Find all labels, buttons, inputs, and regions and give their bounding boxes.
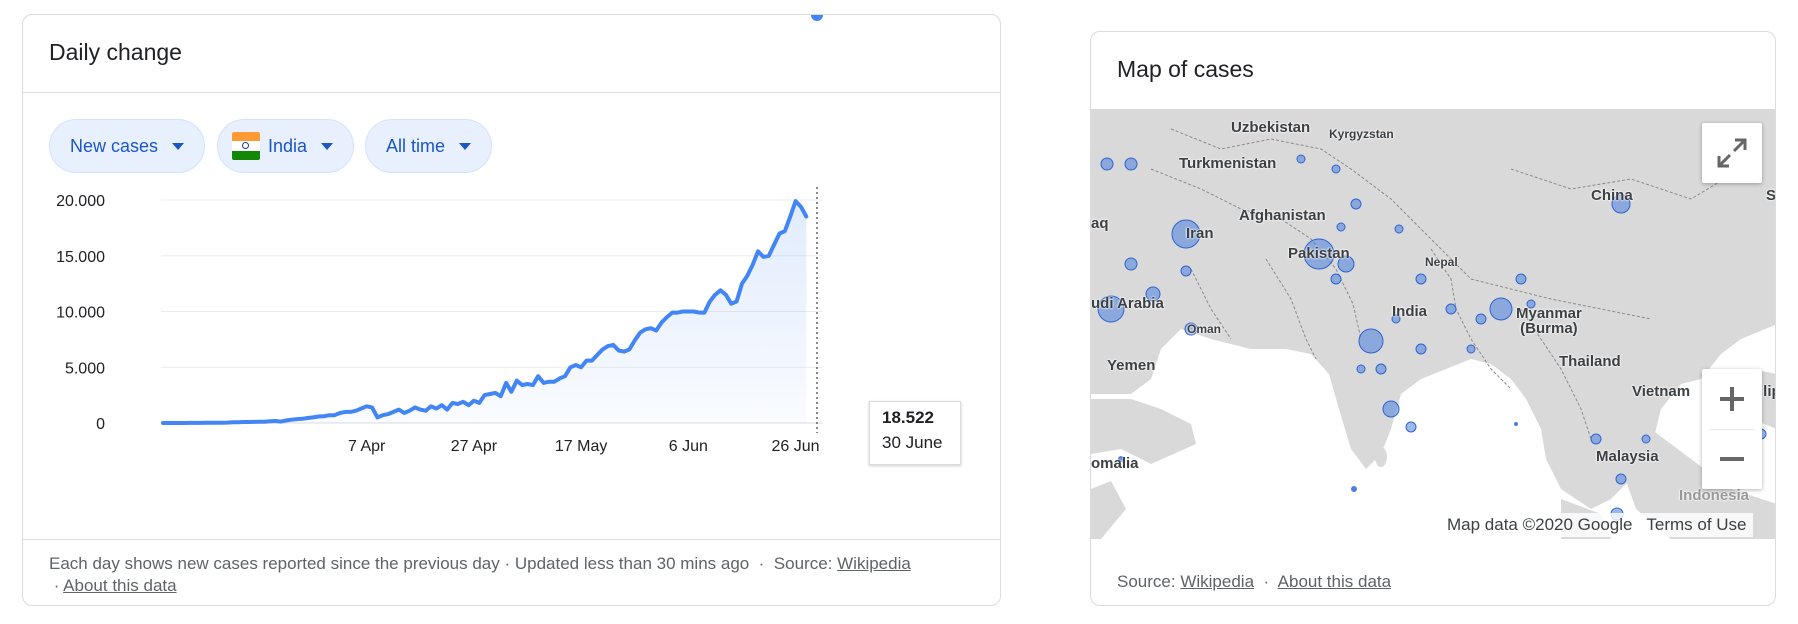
map-label-oman: Oman (1187, 322, 1222, 336)
x-tick-label: 17 May (555, 438, 607, 455)
metric-dropdown[interactable]: New cases (49, 119, 206, 173)
map-label-malaysia: Malaysia (1596, 448, 1659, 465)
country-dropdown[interactable]: India (217, 119, 355, 173)
x-tick-label: 7 Apr (348, 438, 386, 455)
map-label-india: India (1392, 303, 1428, 320)
map-footer: Source: Wikipedia · About this data (1117, 572, 1392, 591)
map-data-credit: Map data ©2020 Google (1447, 515, 1633, 534)
card-title: Map of cases (1117, 56, 1254, 82)
map-label-somalia: omalia (1091, 455, 1139, 472)
map-label-iran: Iran (1186, 225, 1214, 242)
map-label-myanmar: Myanmar (Burma) (1516, 305, 1582, 337)
map-label-saudi-arabia: udi Arabia (1091, 295, 1164, 312)
country-dropdown-label: India (268, 135, 308, 156)
expand-icon (1717, 138, 1747, 168)
chevron-down-icon (459, 142, 472, 150)
map-label-nepal: Nepal (1425, 255, 1458, 269)
map-label-uzbekistan: Uzbekistan (1231, 119, 1311, 136)
plus-icon (1720, 387, 1744, 411)
range-dropdown-label: All time (386, 135, 446, 156)
zoom-controls (1702, 369, 1762, 489)
source-label: Source: (773, 554, 833, 573)
x-tick-label: 6 Jun (669, 438, 708, 455)
y-tick-label: 20.000 (56, 193, 105, 210)
tooltip-date: 30 June (882, 433, 943, 452)
terms-of-use-link[interactable]: Terms of Use (1646, 515, 1747, 534)
india-flag-icon (232, 132, 260, 160)
title-divider (23, 92, 1000, 93)
map-label-turkmenistan: Turkmenistan (1179, 155, 1277, 172)
highlight-point (811, 15, 823, 21)
cases-map[interactable]: Uzbekistan Kyrgyzstan Turkmenistan Afgha… (1091, 109, 1776, 539)
range-dropdown[interactable]: All time (365, 119, 493, 173)
tooltip-value: 18.522 (882, 408, 934, 427)
map-attribution: Map data ©2020 Google Terms of Use (1441, 513, 1753, 537)
source-label: Source: (1117, 572, 1176, 591)
map-label-china: China (1591, 187, 1633, 204)
daily-change-card: Daily change New cases India All time 0 5… (22, 14, 1001, 606)
map-label-afghanistan: Afghanistan (1239, 207, 1326, 224)
minus-icon (1720, 457, 1744, 461)
card-title: Daily change (49, 39, 182, 65)
chevron-down-icon (172, 142, 185, 150)
footer-divider (23, 539, 1000, 540)
map-of-cases-card: Map of cases (1090, 31, 1776, 606)
map-label-edge: S (1766, 187, 1776, 204)
map-label-kyrgyzstan: Kyrgyzstan (1329, 127, 1394, 141)
about-data-link[interactable]: About this data (1277, 572, 1392, 591)
map-label-thailand: Thailand (1559, 353, 1621, 370)
chevron-down-icon (321, 142, 334, 150)
y-tick-label: 0 (96, 416, 105, 433)
y-tick-label: 5.000 (65, 360, 105, 377)
fullscreen-button[interactable] (1702, 123, 1762, 183)
map-label-iraq: aq (1091, 215, 1109, 232)
zoom-in-button[interactable] (1702, 370, 1762, 429)
chart-footer: Each day shows new cases reported since … (49, 554, 911, 595)
daily-cases-chart: 0 5.000 10.000 15.000 20.000 7 Apr 27 Apr 17 M… (56, 15, 823, 455)
wikipedia-link[interactable]: Wikipedia (837, 554, 911, 573)
map-label-yemen: Yemen (1107, 357, 1156, 374)
x-tick-label: 27 Apr (451, 438, 498, 455)
about-data-link[interactable]: About this data (63, 576, 177, 595)
footer-description: Each day shows new cases reported since … (49, 554, 750, 573)
value-tooltip: 18.522 30 June (869, 401, 961, 465)
y-tick-label: 10.000 (56, 305, 105, 322)
x-tick-label: 26 Jun (772, 438, 820, 455)
cases-line (161, 199, 809, 425)
map-label-indonesia: Indonesia (1679, 487, 1750, 504)
wikipedia-link[interactable]: Wikipedia (1180, 572, 1255, 591)
metric-dropdown-label: New cases (70, 135, 159, 156)
cases-area (163, 201, 807, 423)
map-label-vietnam: Vietnam (1632, 383, 1691, 400)
y-tick-label: 15.000 (56, 249, 105, 266)
zoom-out-button[interactable] (1702, 430, 1762, 489)
map-label-philippines: ilip (1759, 383, 1775, 400)
map-label-pakistan: Pakistan (1288, 245, 1350, 262)
